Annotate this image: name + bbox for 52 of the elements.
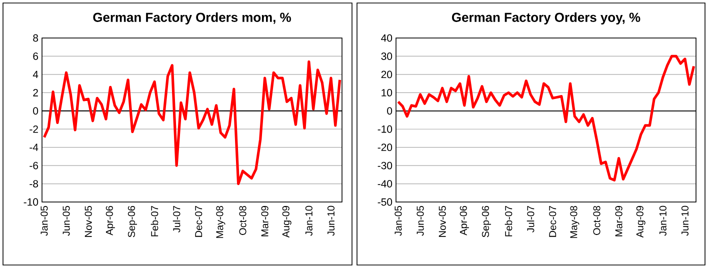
x-tick-label: Feb-07 <box>504 206 512 236</box>
x-tick-label: May-08 <box>216 206 226 238</box>
y-tick-label: -6 <box>30 162 38 170</box>
x-tick-label: Oct-08 <box>593 206 600 235</box>
x-tick-label: Jan-05 <box>394 206 402 236</box>
x-tick-label: Dec-07 <box>195 206 202 237</box>
x-tick-label: Jun-10 <box>681 206 689 236</box>
x-tick-label: Sep-06 <box>128 206 137 238</box>
y-tick-label: 8 <box>33 34 38 42</box>
y-tick-label: 30 <box>381 52 392 60</box>
x-tick-label: Jul-07 <box>172 206 180 232</box>
x-tick-label: Nov-05 <box>84 206 92 237</box>
y-tick-label: -8 <box>30 180 38 188</box>
x-tick-label: Oct-08 <box>239 206 246 235</box>
chart-title: German Factory Orders mom, % <box>93 12 291 24</box>
y-tick-label: -4 <box>30 144 38 151</box>
x-tick-label: Jan-05 <box>40 206 48 236</box>
x-tick-label: May-08 <box>570 206 580 238</box>
x-tick-label: Aug-09 <box>282 206 292 238</box>
y-tick-label: -2 <box>30 125 38 133</box>
y-tick-label: 6 <box>33 52 38 60</box>
line-series <box>42 60 342 186</box>
y-tick-label: 0 <box>387 107 392 115</box>
y-tick-label: 40 <box>381 34 392 42</box>
y-tick-label: 0 <box>33 107 38 115</box>
x-tick-label: Nov-05 <box>438 206 446 237</box>
x-tick-label: Aug-09 <box>636 206 646 238</box>
y-tick-label: 20 <box>381 70 392 78</box>
x-tick-label: Sep-06 <box>482 206 491 238</box>
y-tick-label: -10 <box>24 198 38 206</box>
x-tick-label: Jun-05 <box>62 206 70 236</box>
x-tick-label: Feb-07 <box>150 206 158 236</box>
chart-title: German Factory Orders yoy, % <box>452 12 640 25</box>
y-tick-label: -20 <box>378 144 392 152</box>
x-tick-label: Jun-05 <box>416 206 424 236</box>
line-series <box>396 54 696 182</box>
x-tick-label: Dec-07 <box>549 206 556 237</box>
x-tick-label: Mar-09 <box>615 206 622 236</box>
y-tick-label: -40 <box>378 180 392 188</box>
x-tick-label: Apr-06 <box>460 206 469 236</box>
y-tick-label: -30 <box>378 162 392 170</box>
y-tick-label: -50 <box>378 198 392 206</box>
x-tick-label: Jun-10 <box>327 206 334 236</box>
x-tick-label: Jul-07 <box>526 206 534 232</box>
x-tick-label: Apr-06 <box>106 206 115 236</box>
x-tick-label: Jan-10 <box>305 206 312 236</box>
y-tick-label: 10 <box>382 88 392 96</box>
x-tick-label: Jan-10 <box>659 206 666 236</box>
y-tick-label: -10 <box>378 125 392 133</box>
y-tick-label: 4 <box>32 70 38 78</box>
y-tick-label: 2 <box>33 89 38 96</box>
x-tick-label: Mar-09 <box>261 206 268 236</box>
